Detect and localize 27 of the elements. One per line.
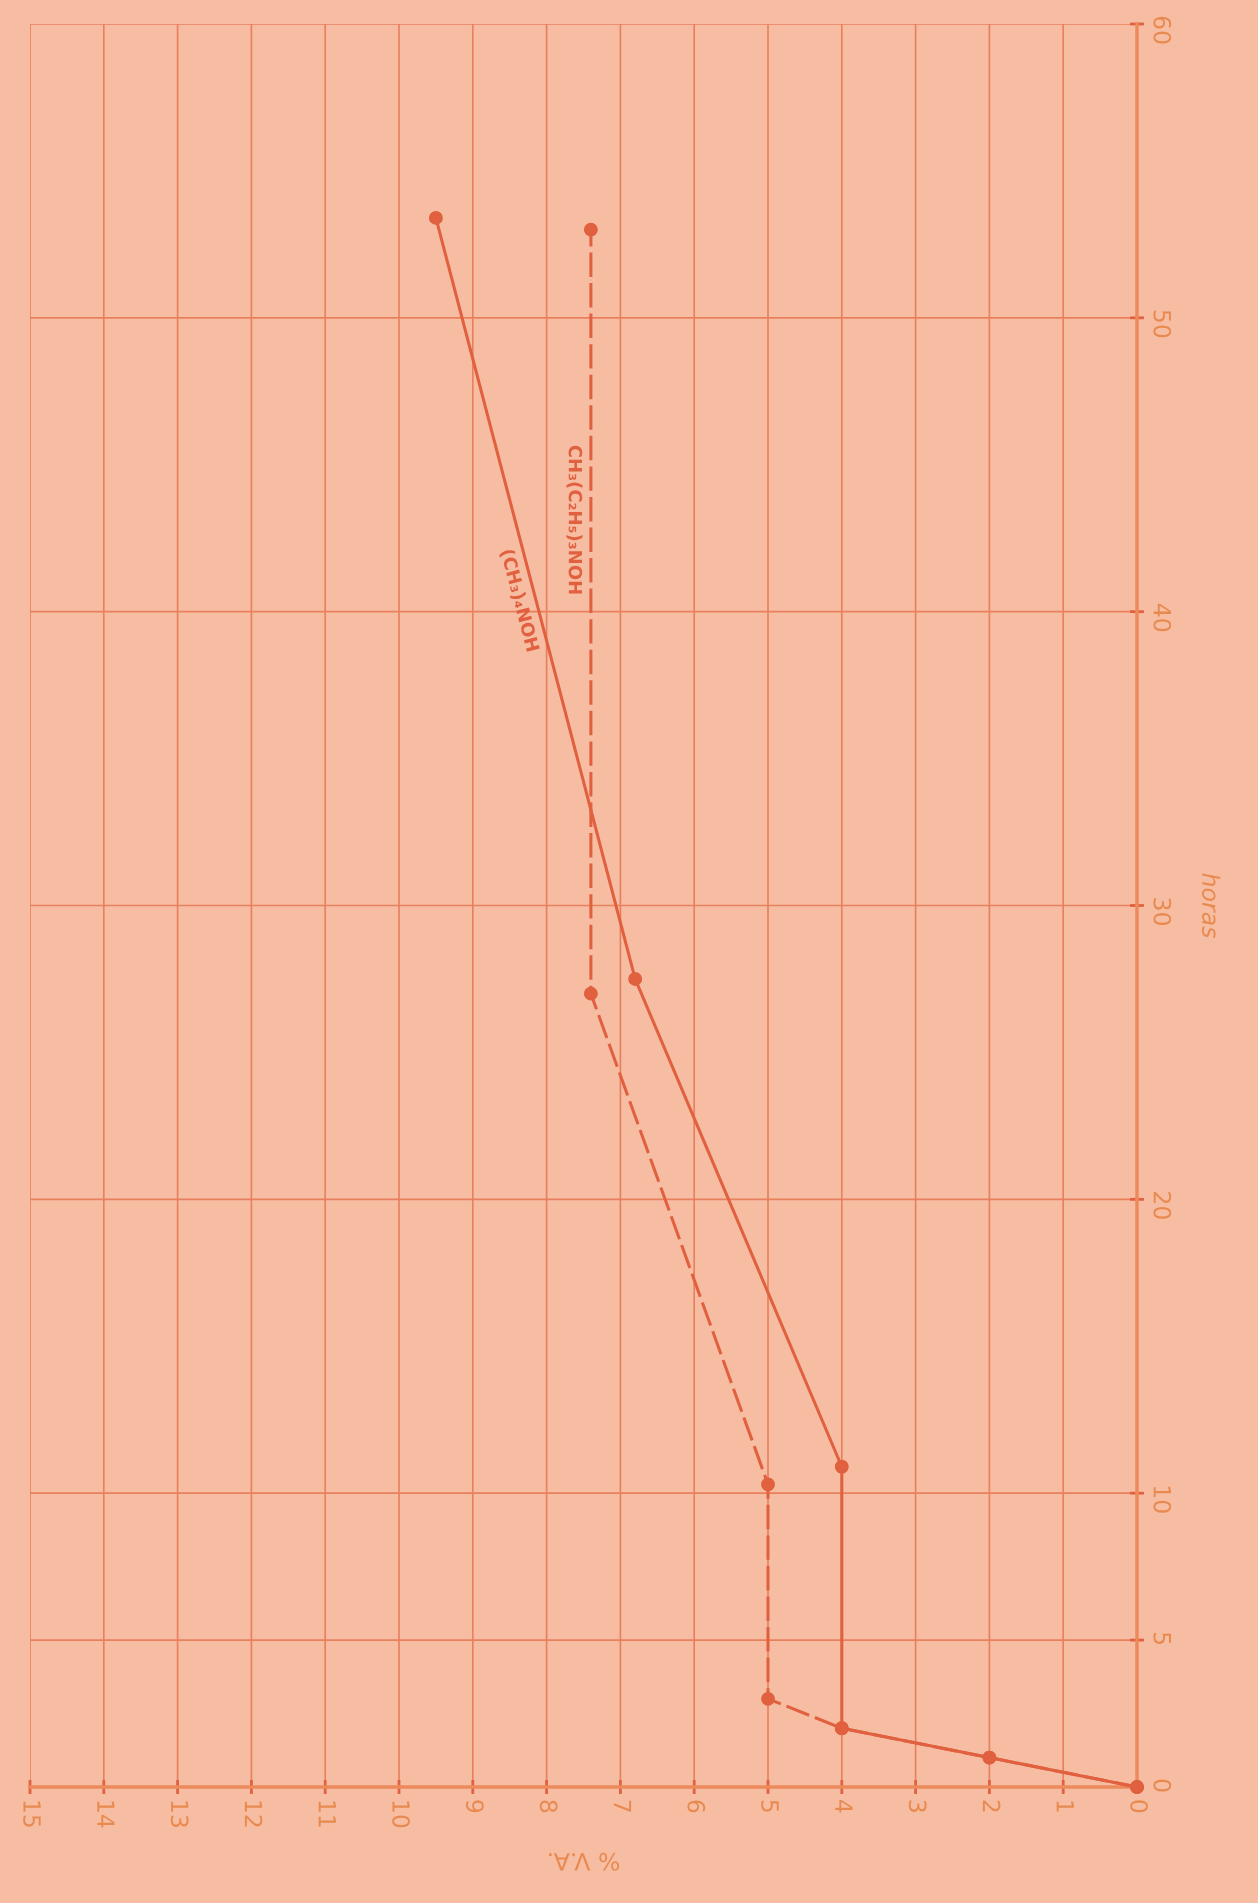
x-tick-label: 7 — [613, 1800, 632, 1812]
y-tick-label: 10 — [1153, 1486, 1172, 1513]
x-tick-label: 14 — [97, 1801, 115, 1828]
y-tick-label: 40 — [1153, 603, 1172, 632]
x-tick-label: 8 — [539, 1800, 558, 1813]
text: CH₃(C₂H₅)₃NOH — [566, 445, 583, 594]
x-tick-label: 0 — [1130, 1800, 1149, 1813]
y-tick-label: 20 — [1153, 1192, 1172, 1219]
y-tick-label: 50 — [1153, 310, 1172, 338]
x-tick-label: 6 — [687, 1800, 706, 1813]
y-tick-label: 30 — [1153, 898, 1172, 926]
y-tick-label: 5 — [1153, 1632, 1171, 1645]
x-tick-label: 10 — [392, 1801, 411, 1828]
x-tick-label: 2 — [982, 1800, 1001, 1812]
x-tick-label: 15 — [23, 1801, 41, 1827]
x-tick-label: 13 — [170, 1801, 189, 1827]
x-tick-label: 12 — [244, 1801, 263, 1827]
x-tick-label: 5 — [761, 1800, 779, 1812]
y-tick-label: 0 — [1153, 1779, 1172, 1792]
x-tick-label: 3 — [908, 1800, 927, 1812]
y-tick-label: 60 — [1153, 16, 1172, 44]
x-tick-label: 9 — [465, 1800, 484, 1813]
y-axis-title: horas — [1201, 873, 1221, 938]
x-tick-label: 1 — [1056, 1801, 1074, 1812]
x-axis-title: % V.A. — [549, 1852, 620, 1871]
x-tick-label: 11 — [318, 1801, 336, 1827]
x-tick-label: 4 — [835, 1799, 853, 1813]
